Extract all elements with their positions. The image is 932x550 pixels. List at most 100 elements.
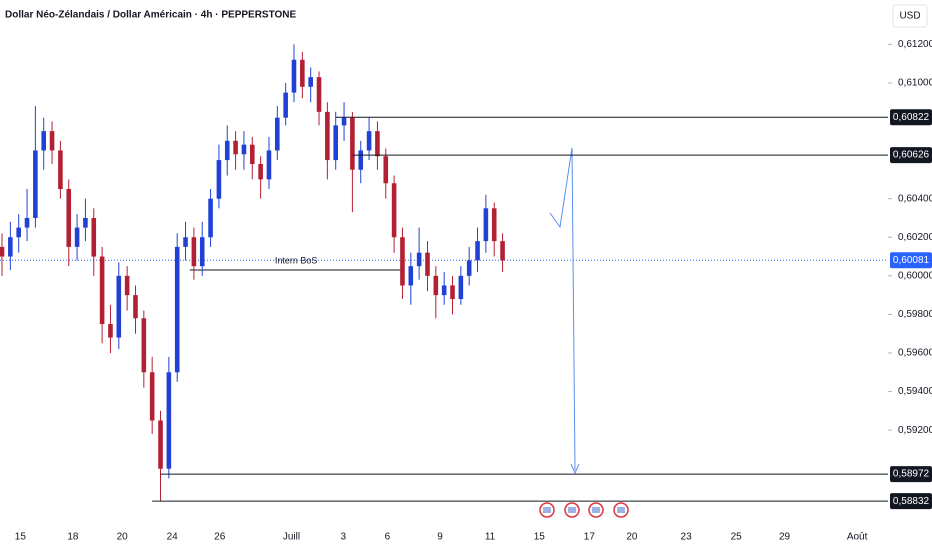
candle-body: [475, 241, 480, 261]
candle-body: [450, 285, 455, 299]
candle-body: [375, 131, 380, 157]
candle-body: [408, 266, 414, 286]
candle-body: [491, 208, 497, 242]
y-tick-label: 0,60200: [898, 232, 932, 243]
candle-body: [158, 420, 163, 469]
candle-body: [49, 131, 55, 151]
x-tick-label: 26: [214, 532, 226, 543]
current-price-label: 0,60081: [893, 255, 930, 266]
y-tick-label: 0,60000: [898, 270, 932, 281]
candle-body: [333, 125, 339, 161]
y-tick-label: 0,59200: [898, 425, 932, 436]
level-label: 0,60822: [893, 112, 930, 123]
candle-body: [283, 92, 288, 118]
level-label: 0,58972: [893, 469, 930, 480]
y-tick-label: 0,60400: [898, 193, 932, 204]
candle-body: [124, 275, 130, 296]
candle-body: [174, 246, 180, 373]
candle-body: [99, 256, 105, 325]
level-label: 0,58832: [893, 496, 930, 507]
flag-icon: [592, 507, 600, 513]
level-label: 0,60626: [893, 150, 930, 161]
candle-body: [275, 117, 280, 151]
candle-body: [358, 150, 364, 170]
candle-body: [116, 275, 122, 338]
x-tick-label: 23: [681, 532, 693, 543]
y-tick-label: 0,59400: [898, 386, 932, 397]
candle-body: [383, 156, 389, 184]
candle-body: [91, 217, 97, 257]
x-tick-label: 20: [117, 532, 129, 543]
candle-body: [0, 246, 5, 257]
candle-body: [458, 275, 464, 299]
y-tick-label: 0,59600: [898, 348, 932, 359]
candle-body: [16, 227, 21, 238]
candle-body: [483, 208, 489, 242]
x-tick-label: Juill: [283, 532, 300, 543]
candle-body: [350, 117, 355, 170]
y-tick-label: 0,61200: [898, 39, 932, 50]
candle-body: [400, 237, 405, 286]
candle-body: [58, 150, 63, 190]
x-tick-label: Août: [847, 532, 868, 543]
x-tick-label: 15: [15, 532, 27, 543]
candle-body: [224, 140, 230, 161]
current-price-box: [890, 252, 932, 269]
projection-path: [549, 147, 576, 471]
candle-body: [266, 150, 272, 180]
candle-body: [241, 144, 247, 155]
candle-body: [391, 183, 397, 238]
candle-body: [24, 217, 30, 228]
candle-body: [183, 237, 188, 247]
x-tick-label: 15: [534, 532, 546, 543]
candle-body: [249, 144, 255, 164]
candle-body: [208, 198, 213, 238]
event-flags: [539, 502, 629, 518]
candle-body: [191, 237, 197, 267]
candle-body: [300, 59, 305, 87]
x-tick-label: 17: [584, 532, 596, 543]
candle-body: [41, 131, 47, 151]
candle-body: [166, 372, 172, 469]
candle-body: [216, 160, 222, 199]
candle-body: [308, 77, 313, 87]
candle-body: [233, 140, 238, 155]
candle-body: [416, 252, 422, 267]
candle-body: [258, 163, 263, 180]
level-label-box: [890, 466, 932, 483]
candle-body: [500, 241, 505, 261]
x-tick-label: 9: [437, 532, 443, 543]
candle-body: [108, 324, 113, 338]
candle-body: [8, 237, 13, 257]
x-tick-label: 29: [779, 532, 791, 543]
candle-body: [466, 260, 472, 276]
candle-body: [441, 285, 447, 296]
candle-body: [33, 150, 38, 218]
candle-body: [425, 252, 430, 276]
candle-body: [341, 117, 347, 126]
candle-body: [366, 131, 372, 151]
x-tick-label: 6: [385, 532, 391, 543]
candle-body: [83, 217, 88, 228]
currency-box[interactable]: [892, 4, 928, 28]
x-tick-label: 25: [731, 532, 743, 543]
candle-body: [325, 111, 330, 161]
x-tick-label: 3: [340, 532, 346, 543]
candle-body: [149, 372, 155, 421]
level-label-box: [890, 493, 932, 510]
flag-icon: [617, 507, 625, 513]
candle-body: [433, 275, 439, 296]
currency-label[interactable]: USD: [899, 11, 920, 22]
candle-body: [74, 227, 80, 247]
flag-icon: [568, 507, 576, 513]
x-tick-label: 11: [485, 532, 496, 543]
chart-title: Dollar Néo-Zélandais / Dollar Américain …: [5, 10, 297, 21]
candle-body: [291, 59, 297, 93]
y-tick-label: 0,59800: [898, 309, 932, 320]
x-tick-label: 20: [626, 532, 638, 543]
bos-label: Intern BoS: [275, 255, 318, 265]
level-label-box: [890, 147, 932, 164]
